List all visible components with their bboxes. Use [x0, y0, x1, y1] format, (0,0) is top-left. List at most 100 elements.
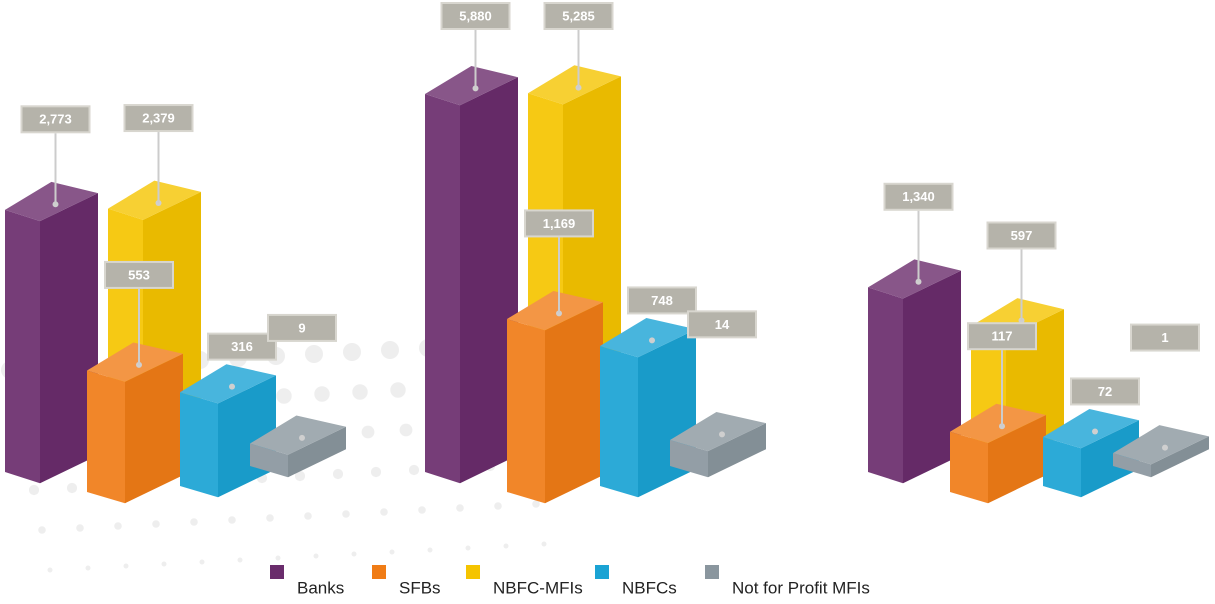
value-label-box — [1130, 323, 1200, 352]
bar-top — [425, 66, 518, 106]
decor-dot — [275, 555, 281, 561]
value-label: 1,169 — [543, 216, 576, 231]
decor-dot — [66, 482, 78, 494]
bar-top — [87, 342, 183, 382]
bar — [250, 415, 346, 478]
bar-side — [638, 329, 696, 498]
value-label: 553 — [128, 267, 150, 282]
bar-front — [1043, 437, 1081, 498]
decor-dot — [123, 563, 129, 569]
bar — [1043, 409, 1139, 498]
value-label-box — [104, 260, 174, 289]
decor-dot — [228, 516, 236, 524]
bar-top — [250, 415, 346, 455]
legend-label: Banks — [297, 578, 344, 597]
decor-dot — [276, 388, 292, 404]
bar-top — [507, 291, 603, 331]
value-label-box — [627, 286, 697, 315]
decor-dot — [380, 508, 388, 516]
decor-dot — [541, 541, 547, 547]
decor-dot — [152, 520, 160, 528]
bar-top — [1113, 425, 1209, 465]
legend-swatch — [595, 565, 609, 579]
bar-side — [545, 302, 603, 504]
value-label-box — [1070, 377, 1140, 406]
bar-top — [670, 411, 766, 452]
bar-top — [180, 364, 276, 404]
legend-label: NBFC-MFIs — [493, 578, 583, 597]
decor-dot — [313, 553, 319, 559]
bar — [507, 291, 603, 504]
decor-dot — [343, 343, 361, 361]
legend-swatch — [372, 565, 386, 579]
value-label: 5,880 — [459, 8, 492, 23]
decor-dot — [390, 382, 406, 398]
bar — [1113, 425, 1209, 478]
value-label-box — [20, 105, 91, 134]
bar-front — [425, 94, 460, 484]
decor-dot — [456, 504, 464, 512]
value-label: 9 — [298, 320, 305, 335]
value-label: 2,773 — [39, 112, 72, 127]
decor-dot — [370, 466, 382, 478]
bar-dot — [649, 337, 655, 344]
decor-dot — [266, 514, 274, 522]
bar — [868, 259, 961, 484]
decor-dot — [76, 524, 84, 532]
decor-dot — [342, 510, 350, 518]
bar-front — [87, 370, 125, 504]
decor-dot — [190, 518, 198, 526]
legend-label: NBFCs — [622, 578, 677, 597]
decor-dot — [237, 557, 243, 563]
bar-dot — [299, 434, 305, 441]
decor-dot — [427, 547, 433, 553]
bar-top — [950, 403, 1046, 444]
decor-dot — [351, 551, 357, 557]
legend-swatch — [705, 565, 719, 579]
decor-dot — [294, 470, 306, 482]
bar-top — [600, 318, 696, 358]
decor-dot — [352, 384, 368, 400]
bar-front — [180, 392, 218, 498]
value-label: 1,340 — [902, 189, 935, 204]
bar — [425, 66, 518, 484]
decor-dot — [465, 545, 471, 551]
decor-dot — [114, 522, 122, 530]
bar-front — [600, 346, 638, 498]
decor-dot — [381, 341, 399, 359]
bar-side — [40, 193, 98, 484]
value-label-box — [524, 209, 594, 238]
decor-dot — [304, 512, 312, 520]
bar — [87, 342, 183, 504]
legend-label: SFBs — [399, 578, 441, 597]
decor-dot — [418, 506, 426, 514]
value-label-box — [543, 2, 614, 30]
bar-side — [903, 270, 961, 484]
decor-dot — [399, 423, 413, 437]
value-label: 1 — [1161, 330, 1168, 345]
value-label-box — [123, 104, 194, 133]
bar — [950, 403, 1046, 504]
bar — [670, 411, 766, 478]
bar-side — [1081, 420, 1139, 498]
value-label: 748 — [651, 293, 673, 308]
bar-top — [528, 65, 621, 105]
legend-swatch — [466, 565, 480, 579]
value-label-box — [267, 313, 337, 342]
bar-front — [1113, 453, 1151, 478]
value-label-box — [986, 221, 1057, 250]
value-label: 14 — [715, 317, 730, 332]
value-label-box — [207, 332, 277, 361]
decor-dot — [408, 464, 420, 476]
value-label: 117 — [992, 329, 1013, 344]
value-label-box — [440, 2, 511, 30]
bar-side — [988, 415, 1046, 504]
value-label: 2,379 — [142, 110, 175, 125]
decor-dot — [85, 565, 91, 571]
value-label: 72 — [1098, 384, 1112, 399]
bar-front — [250, 443, 288, 478]
decor-dot — [494, 502, 502, 510]
bar-top — [868, 259, 961, 299]
decor-dot — [47, 567, 53, 573]
